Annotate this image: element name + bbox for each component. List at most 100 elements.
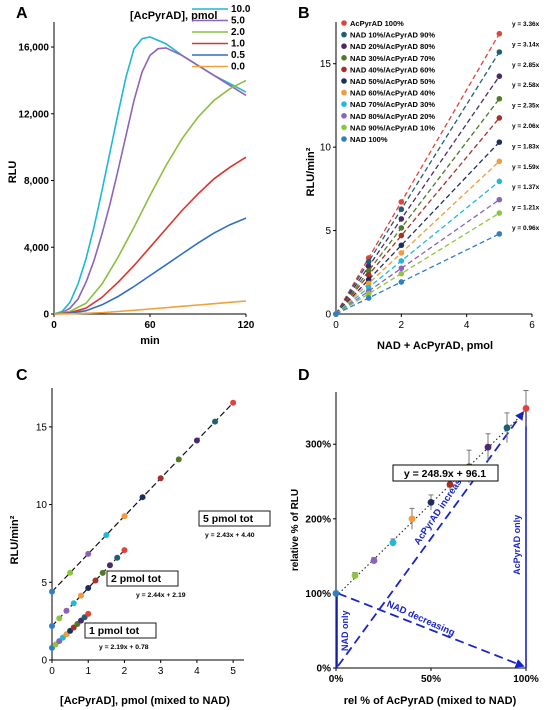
x-tick-label: 4 — [464, 320, 470, 331]
panel-label-c: C — [16, 367, 28, 384]
data-point — [398, 216, 405, 222]
data-point — [496, 49, 503, 55]
legend-marker — [341, 113, 347, 119]
group-label: 1 pmol tot — [89, 625, 140, 637]
legend-label-0.5: 0.5 — [231, 50, 245, 61]
data-point — [121, 547, 128, 554]
x-tick-label: 0 — [333, 320, 339, 331]
data-point — [106, 562, 113, 569]
legend-marker — [341, 101, 347, 107]
legend-label: NAD 40%/AcPyrAD 60% — [350, 65, 435, 74]
legend-label: NAD 80%/AcPyrAD 20% — [350, 112, 435, 121]
data-point — [398, 242, 405, 249]
data-point — [365, 291, 372, 297]
data-point — [496, 210, 503, 216]
panel-b-legend: AcPyrAD 100% NAD 10%/AcPyrAD 90% NAD 20%/A… — [341, 19, 435, 144]
equation-label: y = 1.59x — [512, 164, 540, 171]
data-point — [49, 622, 55, 629]
x-tick-label: 100% — [513, 674, 539, 685]
data-point — [67, 569, 74, 576]
panel-b-xlabel: NAD + AcPyrAD, pmol — [377, 340, 493, 352]
data-point — [114, 554, 121, 561]
equation-label: y = 2.85x — [512, 62, 540, 69]
group-label-box — [106, 570, 179, 587]
data-point — [56, 615, 63, 622]
trendline-NAD 20%/AcPyrAD 80% — [335, 75, 500, 315]
legend-label-10.0: 10.0 — [231, 4, 251, 15]
nad-only-label: NAD only — [340, 610, 350, 651]
y-tick-label: 10 — [36, 500, 48, 511]
equation-label: y = 2.58x — [512, 82, 540, 89]
legend-label-5.0: 5.0 — [231, 16, 245, 27]
group-label: 2 pmol tot — [111, 573, 162, 585]
x-tick-label: 5 — [230, 666, 236, 677]
panel-a-xlabel: min — [140, 335, 160, 347]
x-tick-label: 60 — [144, 320, 156, 331]
group-equation: y = 2.19x + 0.78 — [99, 644, 149, 651]
x-tick-label: 3 — [158, 666, 164, 677]
data-point — [365, 271, 372, 278]
data-point — [351, 572, 359, 579]
data-point — [496, 95, 503, 102]
trendline-NAD 100% — [335, 233, 500, 315]
x-tick-label: 50% — [421, 674, 441, 685]
nad-decreasing-arrow — [337, 592, 525, 668]
data-point — [99, 569, 106, 576]
legend-label: NAD 50%/AcPyrAD 50% — [350, 77, 435, 86]
y-tick-label: 15 — [36, 422, 48, 433]
data-point — [332, 590, 340, 597]
panel-b-equations: y = 3.36x y = 3.14x y = 2.85x y = 2.58x y = … — [512, 21, 540, 232]
equation-box — [392, 464, 499, 482]
data-point — [496, 115, 503, 121]
data-point — [398, 258, 405, 264]
group-label-box — [84, 622, 157, 639]
x-tick-label: 120 — [238, 320, 255, 331]
panel-a-chart: 0 60 120 0 4,000 8,000 12,000 16,000 [AcPyrAD],… — [7, 4, 255, 347]
legend-label: NAD 60%/AcPyrAD 40% — [350, 89, 435, 98]
data-point — [503, 424, 511, 432]
panel-b-series — [333, 30, 503, 317]
series-line-0.0 — [53, 300, 247, 315]
legend-label: NAD 10%/AcPyrAD 90% — [350, 31, 435, 40]
legend-marker — [341, 20, 347, 26]
y-tick-label: 0% — [317, 664, 332, 675]
legend-label-2.0: 2.0 — [231, 27, 245, 38]
data-point — [496, 30, 503, 37]
equation-label: y = 0.96x — [512, 225, 540, 232]
legend-marker — [341, 66, 347, 73]
group-equation: y = 2.44x + 2.19 — [136, 592, 186, 599]
series-line-1.0 — [53, 156, 247, 315]
x-tick-label: 1 — [85, 666, 91, 677]
panel-c-xlabel: [AcPyrAD], pmol (mixed to NAD) — [60, 695, 230, 707]
legend-marker — [341, 43, 347, 49]
data-point — [365, 263, 372, 270]
acpyrad-increasing-arrow — [337, 410, 525, 667]
series-line-0.5 — [53, 217, 247, 315]
data-point — [333, 311, 339, 317]
y-tick-label: 0 — [41, 656, 47, 667]
data-point — [175, 456, 182, 463]
y-tick-label: 0 — [43, 310, 49, 321]
x-tick-label: 2 — [399, 320, 405, 331]
data-point — [370, 557, 378, 564]
panel-a-series — [53, 36, 247, 315]
y-tick-label: 10 — [320, 143, 332, 154]
legend-marker — [341, 78, 347, 84]
data-point — [103, 531, 110, 538]
data-point — [85, 610, 92, 617]
y-tick-label: 5 — [325, 226, 331, 237]
panel-a-legend: [AcPyrAD], pmol 10.05.02.01.00.50.0 — [130, 4, 251, 73]
data-point — [398, 232, 405, 239]
data-point — [408, 515, 416, 523]
data-point — [398, 250, 405, 256]
panel-label-b: B — [298, 5, 310, 22]
data-point — [484, 443, 492, 451]
group-label-box — [198, 510, 271, 527]
equation-label: y = 1.37x — [512, 184, 540, 191]
panel-c-ylabel: RLU/min² — [9, 515, 21, 564]
data-point — [427, 499, 435, 506]
y-tick-label: 200% — [305, 514, 331, 525]
x-tick-label: 2 — [122, 666, 128, 677]
data-point — [365, 276, 372, 283]
